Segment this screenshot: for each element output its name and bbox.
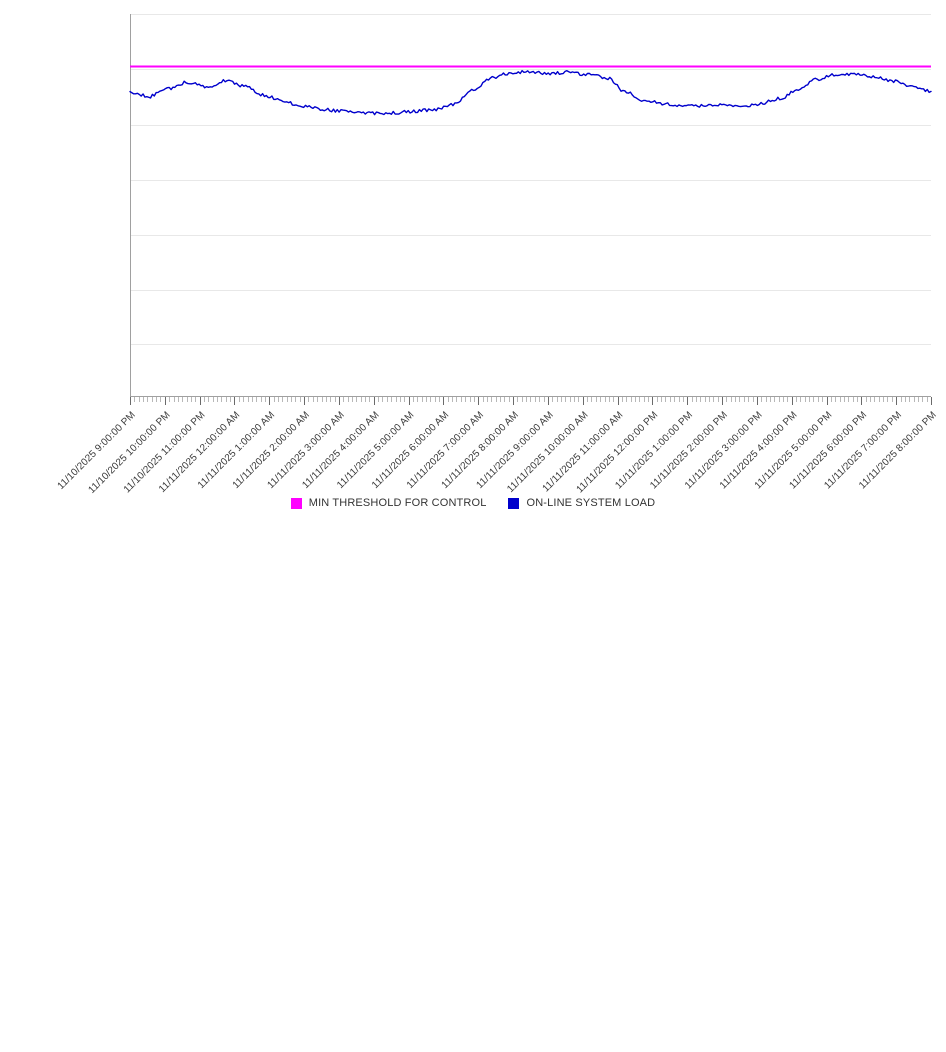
- chart-plot-area: [129, 14, 932, 405]
- axis-lines: [130, 14, 931, 397]
- legend-item-1[interactable]: ON-LINE SYSTEM LOAD: [508, 497, 655, 509]
- legend-label: MIN THRESHOLD FOR CONTROL: [308, 497, 487, 509]
- legend-label: ON-LINE SYSTEM LOAD: [526, 497, 656, 509]
- legend-swatch-icon: [290, 497, 302, 509]
- legend-item-0[interactable]: MIN THRESHOLD FOR CONTROL: [290, 497, 487, 509]
- gridlines: [130, 14, 931, 345]
- data-series: [129, 65, 932, 116]
- x-axis-ticks: [130, 397, 932, 405]
- series-on-line-system-load: [129, 69, 932, 116]
- chart-legend: MIN THRESHOLD FOR CONTROL ON-LINE SYSTEM …: [0, 497, 946, 509]
- legend-swatch-icon: [508, 497, 520, 509]
- chart-container: 11/10/2025 9:00:00 PM 11/10/2025 10:00:00…: [0, 14, 946, 509]
